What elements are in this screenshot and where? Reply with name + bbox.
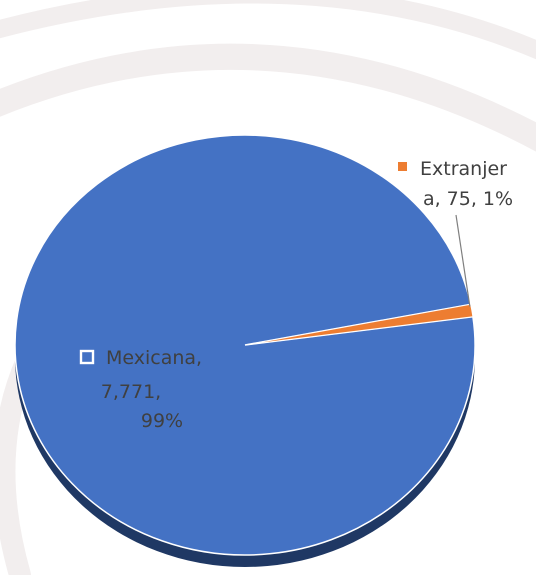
legend-marker-mexicana	[79, 349, 95, 365]
leader-line	[455, 214, 471, 307]
data-label-extranjera: Extranjer a, 75, 1%	[398, 158, 513, 210]
pie-slice-extranjera[interactable]	[244, 303, 474, 346]
data-label-mexicana-line-3: 99%	[141, 410, 183, 432]
background-swoosh-2	[0, 0, 536, 60]
background-swoosh-1	[0, 43, 536, 152]
data-label-extranjera-line-1: Extranjer	[420, 158, 507, 180]
data-label-mexicana-line-2: 7,771,	[101, 381, 161, 403]
pie-slice-mexicana[interactable]	[14, 134, 476, 556]
data-label-extranjera-line-2: a, 75, 1%	[423, 188, 513, 210]
legend-marker-extranjera	[398, 162, 407, 171]
data-label-mexicana: Mexicana, 7,771, 99%	[79, 347, 202, 432]
data-label-mexicana-line-1: Mexicana,	[106, 347, 202, 369]
